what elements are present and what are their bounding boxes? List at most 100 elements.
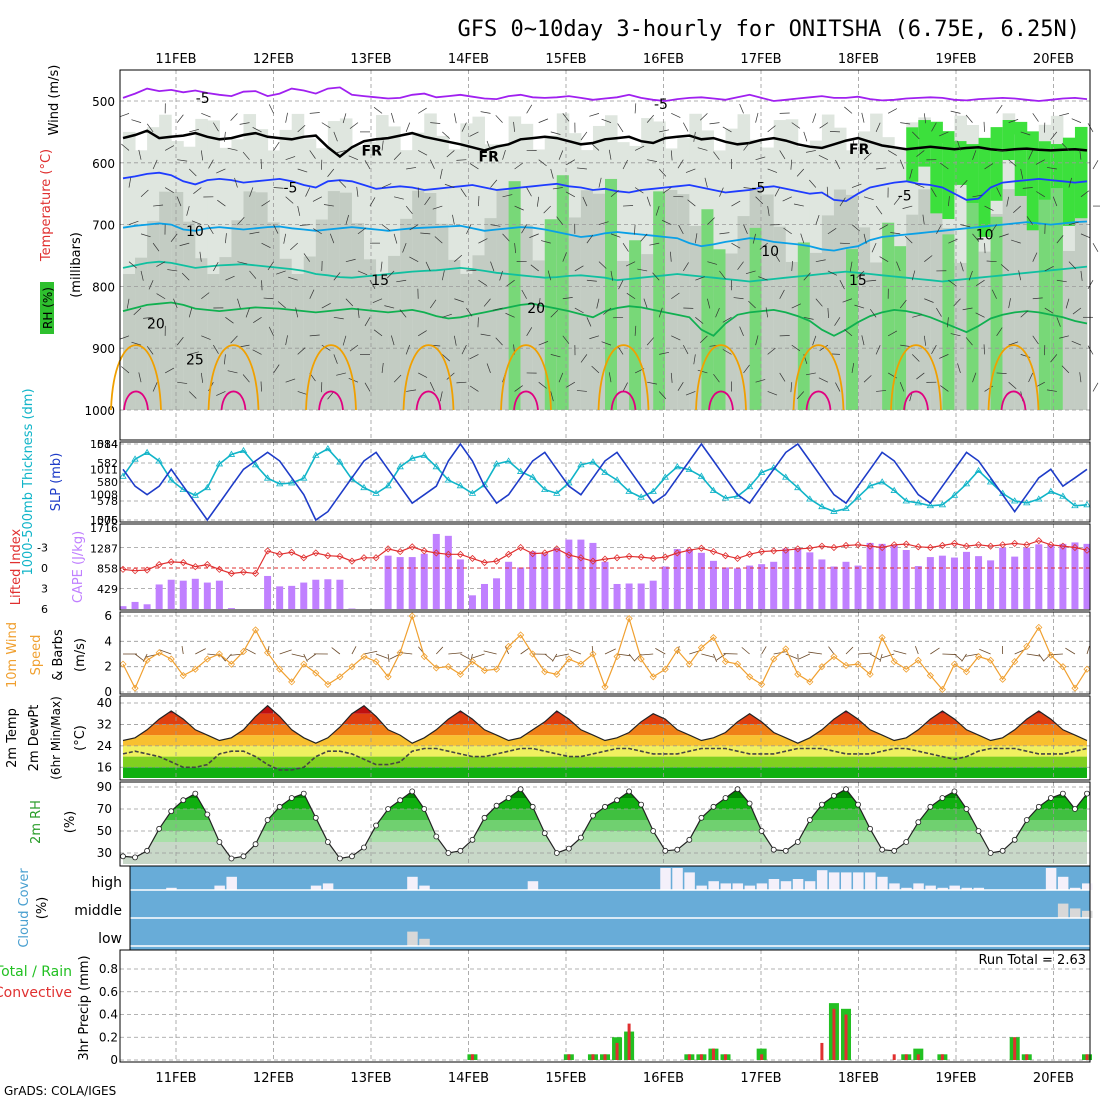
cape-bar	[890, 544, 898, 609]
li-marker	[276, 550, 284, 558]
thickness-marker	[528, 473, 537, 480]
li-marker	[191, 563, 199, 571]
wind-barb	[239, 122, 250, 125]
cape-tick-label: 1287	[90, 542, 118, 555]
wind-barb	[695, 276, 705, 281]
temp-30-contour	[123, 390, 149, 411]
thickness-axis-label: 1000-500mb Thickness (dm)	[21, 388, 36, 575]
wind-barb	[819, 122, 829, 129]
wind-barb	[309, 289, 315, 299]
wind-barb	[767, 125, 776, 133]
wind-barb-10m	[893, 650, 907, 655]
cape-bar	[589, 542, 597, 609]
wind-barb	[924, 298, 934, 303]
wind-barb	[900, 344, 911, 347]
wind-barb	[960, 179, 968, 188]
wind-barb	[649, 242, 660, 246]
wind-barb	[380, 261, 383, 272]
wind-barb	[671, 335, 681, 341]
precip-tick-label: 0.8	[99, 962, 118, 976]
wind-barb	[603, 307, 612, 315]
thickness-marker	[782, 473, 790, 480]
cape-bar	[432, 533, 440, 609]
wind-barb	[972, 194, 983, 198]
wind-barb	[550, 354, 561, 358]
wind-barb	[391, 335, 395, 346]
wind-barb	[562, 252, 567, 262]
li-marker	[1047, 541, 1055, 549]
wind-barb	[835, 159, 841, 170]
wind-barb	[1020, 310, 1029, 318]
rh-shade-green	[882, 222, 895, 410]
wind-barb	[167, 269, 178, 272]
temp-25-contour	[695, 344, 747, 411]
wind-barb	[815, 259, 826, 263]
cape-bar	[709, 560, 717, 609]
wind-barb	[996, 372, 1007, 374]
wind-barb	[815, 298, 823, 307]
wind-barb	[309, 334, 320, 337]
rh-shade-mid	[520, 224, 534, 410]
cape-bar	[914, 566, 922, 609]
wind-barb-10m	[134, 653, 144, 661]
cape-bar	[926, 557, 934, 609]
thickness-marker	[950, 491, 959, 498]
date-label-bottom: 15FEB	[545, 1071, 586, 1086]
wind-barb	[538, 341, 549, 346]
pressure-tick-label: 500	[92, 95, 115, 109]
rh-shade-bright	[930, 121, 943, 214]
rh-marker	[565, 845, 572, 852]
cape-bar	[625, 583, 633, 609]
temp-25-contour	[597, 344, 650, 411]
wind-barb	[876, 167, 887, 170]
wind-barb	[1080, 270, 1083, 281]
rh-shade-mid	[364, 259, 377, 410]
wind-barb	[409, 224, 419, 231]
rh-shade-green	[544, 219, 558, 410]
upper-panel-frame	[119, 69, 1091, 441]
wind-barb	[550, 168, 554, 179]
wind-barb	[1050, 354, 1058, 363]
wind-barb	[863, 152, 872, 160]
rh-marker	[457, 847, 464, 854]
wind-barb	[252, 349, 262, 355]
wind-barb-10m	[195, 648, 206, 655]
rh-shade-mid	[195, 258, 208, 410]
wind-barb	[429, 159, 435, 169]
temp-band	[123, 756, 1087, 768]
cape-bar	[119, 606, 127, 609]
wind-barb	[677, 382, 684, 391]
wind-barb	[876, 390, 887, 392]
rh-marker	[481, 814, 488, 821]
wind-barb	[562, 297, 573, 300]
wind-barb	[349, 122, 359, 129]
wind-barb	[779, 150, 786, 160]
wind-barb-10m	[879, 653, 883, 663]
wind-barb	[613, 316, 624, 319]
rh-shade-mid	[592, 193, 606, 410]
temp-tick-label: 40	[97, 696, 112, 710]
thickness-marker	[866, 482, 874, 489]
thickness-tick-label: 576	[97, 514, 118, 527]
rh-marker	[710, 803, 717, 810]
wind-speed-marker	[191, 665, 199, 673]
wind-speed-marker	[384, 673, 392, 681]
wind-barb	[454, 335, 457, 346]
cape-bar	[661, 566, 669, 609]
thickness-marker	[1010, 497, 1019, 504]
wind-barb	[309, 150, 316, 159]
rh-shade-bright	[978, 137, 992, 237]
wind-barb	[201, 113, 211, 118]
wind-barb	[699, 335, 708, 344]
wind-barb	[719, 270, 726, 280]
rh-shade-mid	[930, 195, 943, 410]
wind-speed-marker	[312, 669, 320, 677]
wind-barb	[580, 131, 588, 141]
wind-barb	[128, 261, 137, 269]
wind-barb	[851, 140, 855, 151]
rh-shade-mid	[496, 190, 510, 410]
wind-barb	[655, 205, 660, 216]
li-marker	[878, 543, 886, 552]
thickness-marker	[444, 476, 453, 483]
